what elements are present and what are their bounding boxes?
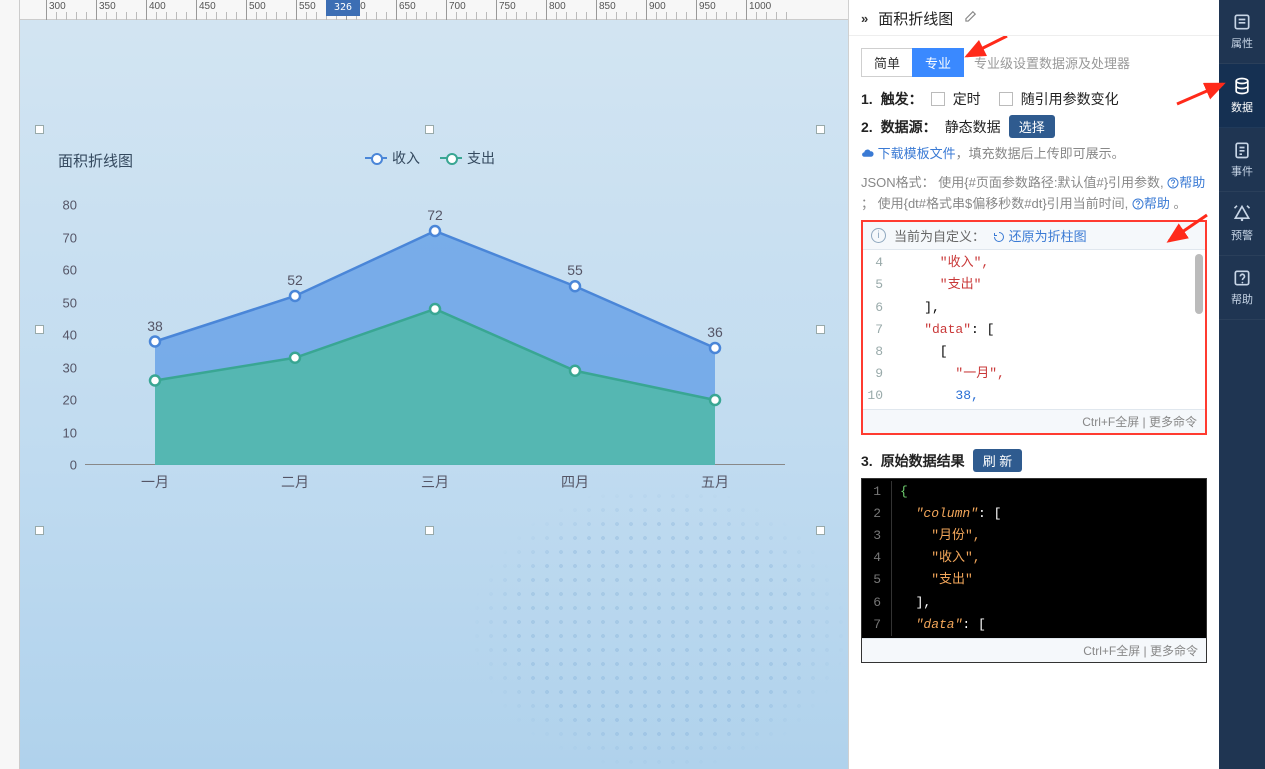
tab-simple[interactable]: 简单 xyxy=(861,48,913,77)
section-label: 触发： xyxy=(881,89,923,109)
sidetab-events[interactable]: 事件 xyxy=(1219,128,1265,192)
json-editor[interactable]: i 当前为自定义： 还原为折柱图 4 "收入",5 "支出"6 ],7 "dat… xyxy=(861,220,1207,435)
checkbox-paramchange-label: 随引用参数变化 xyxy=(1021,89,1119,109)
datasource-value: 静态数据 xyxy=(945,117,1001,137)
resize-handle[interactable] xyxy=(35,526,44,535)
event-icon xyxy=(1232,140,1252,160)
json-help-text1: JSON格式： 使用{#页面参数路径:默认值#}引用参数, xyxy=(861,175,1164,190)
checkbox-timer[interactable] xyxy=(931,92,945,106)
resize-handle[interactable] xyxy=(35,325,44,334)
help-link[interactable]: 帮助 xyxy=(1132,196,1170,211)
selected-chart-component[interactable]: 面积折线图 收入支出 01020304050607080一月二月三月四月五月38… xyxy=(40,130,820,530)
section-label: 原始数据结果 xyxy=(881,451,965,471)
chart-svg xyxy=(85,205,785,464)
editor-head-text: 当前为自定义： xyxy=(894,226,985,245)
right-tabbar: 属性数据事件预警帮助 xyxy=(1219,0,1265,769)
restore-link[interactable]: 还原为折柱图 xyxy=(993,226,1087,245)
section-number: 2. xyxy=(861,119,873,135)
scrollbar-thumb[interactable] xyxy=(1195,254,1203,314)
db-icon xyxy=(1232,76,1252,96)
props-icon xyxy=(1232,12,1252,32)
section-label: 数据源： xyxy=(881,117,937,137)
annotation-arrow xyxy=(1173,80,1229,112)
resize-handle[interactable] xyxy=(425,125,434,134)
checkbox-timer-label: 定时 xyxy=(953,89,981,109)
help-link[interactable]: 帮助 xyxy=(1167,175,1205,190)
download-template-line: 下载模板文件，填充数据后上传即可展示。 xyxy=(861,144,1207,165)
json-editor-code[interactable]: 4 "收入",5 "支出"6 ],7 "data": [8 [9 "一月",10… xyxy=(863,250,1205,409)
section-trigger: 1. 触发： 定时 随引用参数变化 xyxy=(861,89,1207,109)
json-format-help: JSON格式： 使用{#页面参数路径:默认值#}引用参数, 帮助 ； 使用{dt… xyxy=(861,173,1207,215)
mode-tabs: 简单 专业 专业级设置数据源及处理器 xyxy=(861,48,1207,77)
info-icon: i xyxy=(871,228,886,243)
sidetab-label: 事件 xyxy=(1231,163,1253,179)
sidetab-alert[interactable]: 预警 xyxy=(1219,192,1265,256)
canvas-pane[interactable]: 3003504004505005506006507007508008509009… xyxy=(0,0,848,769)
legend-item[interactable]: 收入 xyxy=(365,148,420,168)
json-help-text2: ； 使用{dt#格式串$偏移秒数#dt}引用当前时间, xyxy=(861,196,1128,211)
resize-handle[interactable] xyxy=(816,325,825,334)
section-number: 3. xyxy=(861,453,873,469)
section-datasource: 2. 数据源： 静态数据 选择 xyxy=(861,115,1207,138)
legend-item[interactable]: 支出 xyxy=(440,148,495,168)
chart-plot-area: 01020304050607080一月二月三月四月五月3852725536 xyxy=(85,205,785,465)
properties-panel: » 面积折线图 简单 专业 专业级设置数据源及处理器 1. 触发： 定时 随引用… xyxy=(848,0,1219,769)
raw-result-code: 1{2 "column": [3 "月份",4 "收入",5 "支出"6 ],7… xyxy=(862,479,1206,638)
raw-result-viewer[interactable]: 1{2 "column": [3 "月份",4 "收入",5 "支出"6 ],7… xyxy=(861,478,1207,663)
tab-professional[interactable]: 专业 xyxy=(912,48,964,77)
section-number: 1. xyxy=(861,91,873,107)
ruler-cursor-badge: 326 xyxy=(326,0,360,16)
help-icon xyxy=(1232,268,1252,288)
sidetab-help[interactable]: 帮助 xyxy=(1219,256,1265,320)
refresh-button[interactable]: 刷 新 xyxy=(973,449,1023,472)
chart-legend: 收入支出 xyxy=(365,148,495,168)
download-template-after: ，填充数据后上传即可展示。 xyxy=(956,146,1125,161)
resize-handle[interactable] xyxy=(35,125,44,134)
raw-result-footer: Ctrl+F全屏 | 更多命令 xyxy=(862,638,1206,662)
sidetab-label: 数据 xyxy=(1231,99,1253,115)
ruler-vertical xyxy=(0,0,20,769)
sidetab-label: 属性 xyxy=(1231,35,1253,51)
panel-header: » 面积折线图 xyxy=(849,0,1219,36)
resize-handle[interactable] xyxy=(816,526,825,535)
sidetab-attrs[interactable]: 属性 xyxy=(1219,0,1265,64)
checkbox-paramchange[interactable] xyxy=(999,92,1013,106)
alarm-icon xyxy=(1232,204,1252,224)
select-button[interactable]: 选择 xyxy=(1009,115,1055,138)
chart-title: 面积折线图 xyxy=(58,150,133,171)
collapse-chevron-icon[interactable]: » xyxy=(861,11,868,26)
ruler-horizontal: 3003504004505005506006507007508008509009… xyxy=(20,0,848,20)
panel-title: 面积折线图 xyxy=(878,8,953,29)
resize-handle[interactable] xyxy=(425,526,434,535)
annotation-arrow xyxy=(1163,211,1211,247)
pencil-icon[interactable] xyxy=(963,10,977,27)
json-help-period: 。 xyxy=(1174,196,1187,211)
json-editor-header: i 当前为自定义： 还原为折柱图 xyxy=(863,222,1205,250)
json-editor-footer: Ctrl+F全屏 | 更多命令 xyxy=(863,409,1205,433)
cloud-download-icon xyxy=(861,146,878,161)
sidetab-label: 帮助 xyxy=(1231,291,1253,307)
download-template-link[interactable]: 下载模板文件 xyxy=(878,146,956,161)
section-raw-result: 3. 原始数据结果 刷 新 xyxy=(861,449,1207,472)
resize-handle[interactable] xyxy=(816,125,825,134)
sidetab-label: 预警 xyxy=(1231,227,1253,243)
annotation-arrow xyxy=(959,36,1009,62)
